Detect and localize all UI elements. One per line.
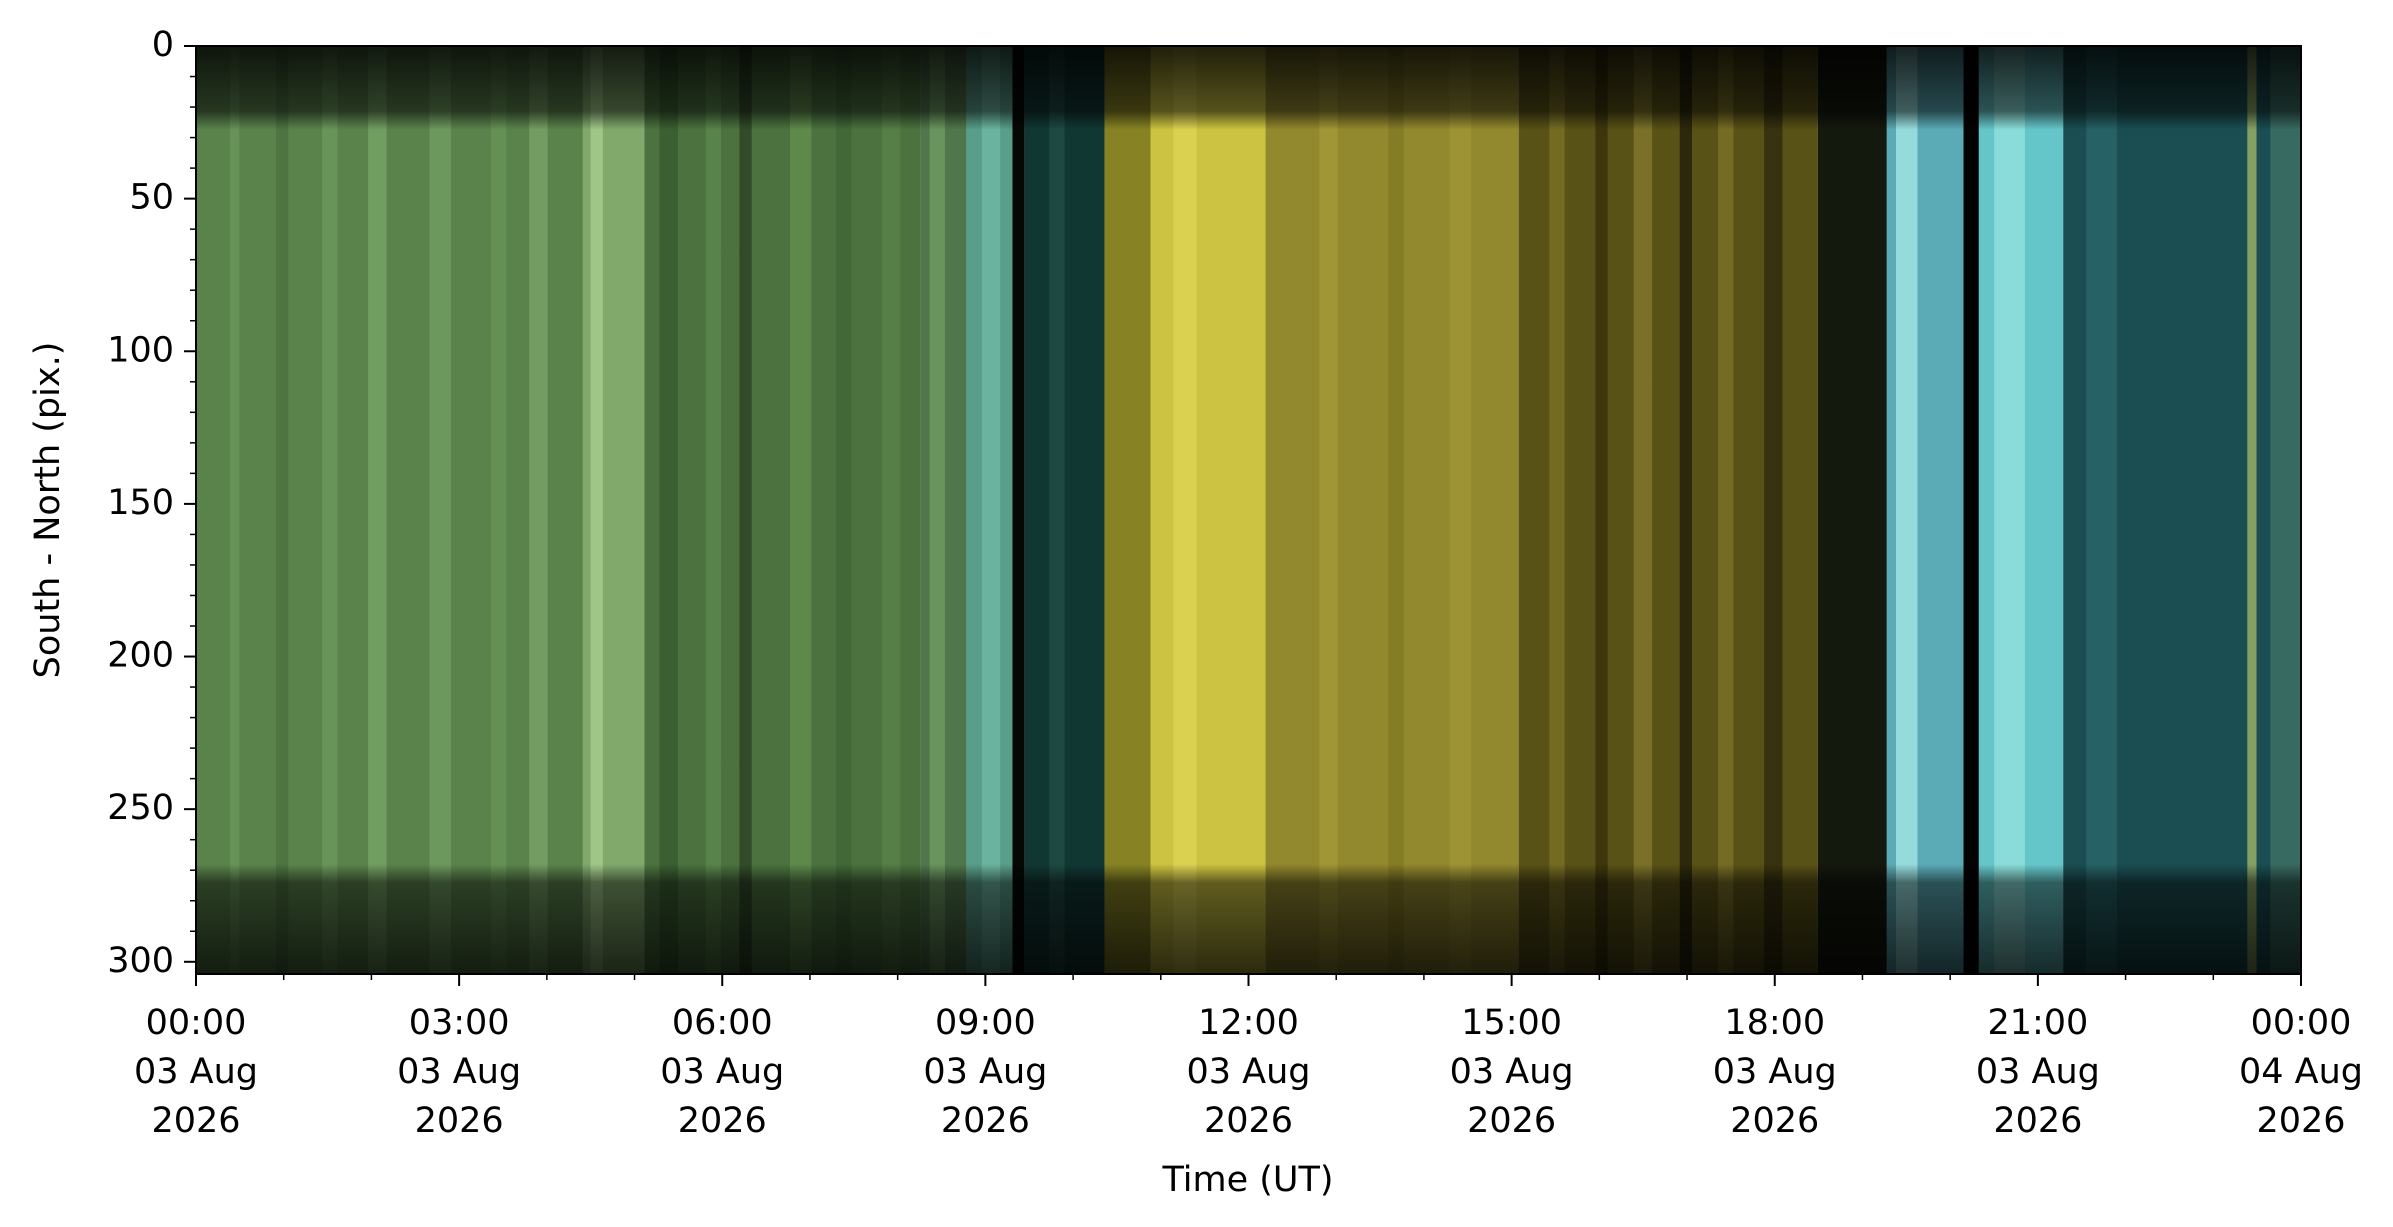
- x-tick-label: 12:00 03 Aug 2026: [1186, 1003, 1310, 1141]
- x-tick-label: 00:00 03 Aug 2026: [134, 1003, 258, 1141]
- keogram-image: [196, 46, 2301, 974]
- y-tick-label: 250: [107, 788, 174, 828]
- y-tick-label: 300: [107, 941, 174, 981]
- x-tick-label: 21:00 03 Aug 2026: [1976, 1003, 2100, 1141]
- x-tick-label: 18:00 03 Aug 2026: [1713, 1003, 1837, 1141]
- y-axis-label: South - North (pix.): [28, 342, 68, 679]
- x-tick-label: 09:00 03 Aug 2026: [923, 1003, 1047, 1141]
- x-tick-label: 06:00 03 Aug 2026: [660, 1003, 784, 1141]
- y-tick-label: 100: [107, 330, 174, 370]
- x-axis-label: Time (UT): [1161, 1160, 1333, 1200]
- x-tick-label: 15:00 03 Aug 2026: [1450, 1003, 1574, 1141]
- y-tick-label: 50: [129, 178, 174, 218]
- y-tick-label: 200: [107, 636, 174, 676]
- x-tick-label: 00:00 04 Aug 2026: [2239, 1003, 2363, 1141]
- x-tick-label: 03:00 03 Aug 2026: [397, 1003, 521, 1141]
- y-tick-label: 150: [107, 483, 174, 523]
- y-tick-label: 0: [152, 25, 174, 65]
